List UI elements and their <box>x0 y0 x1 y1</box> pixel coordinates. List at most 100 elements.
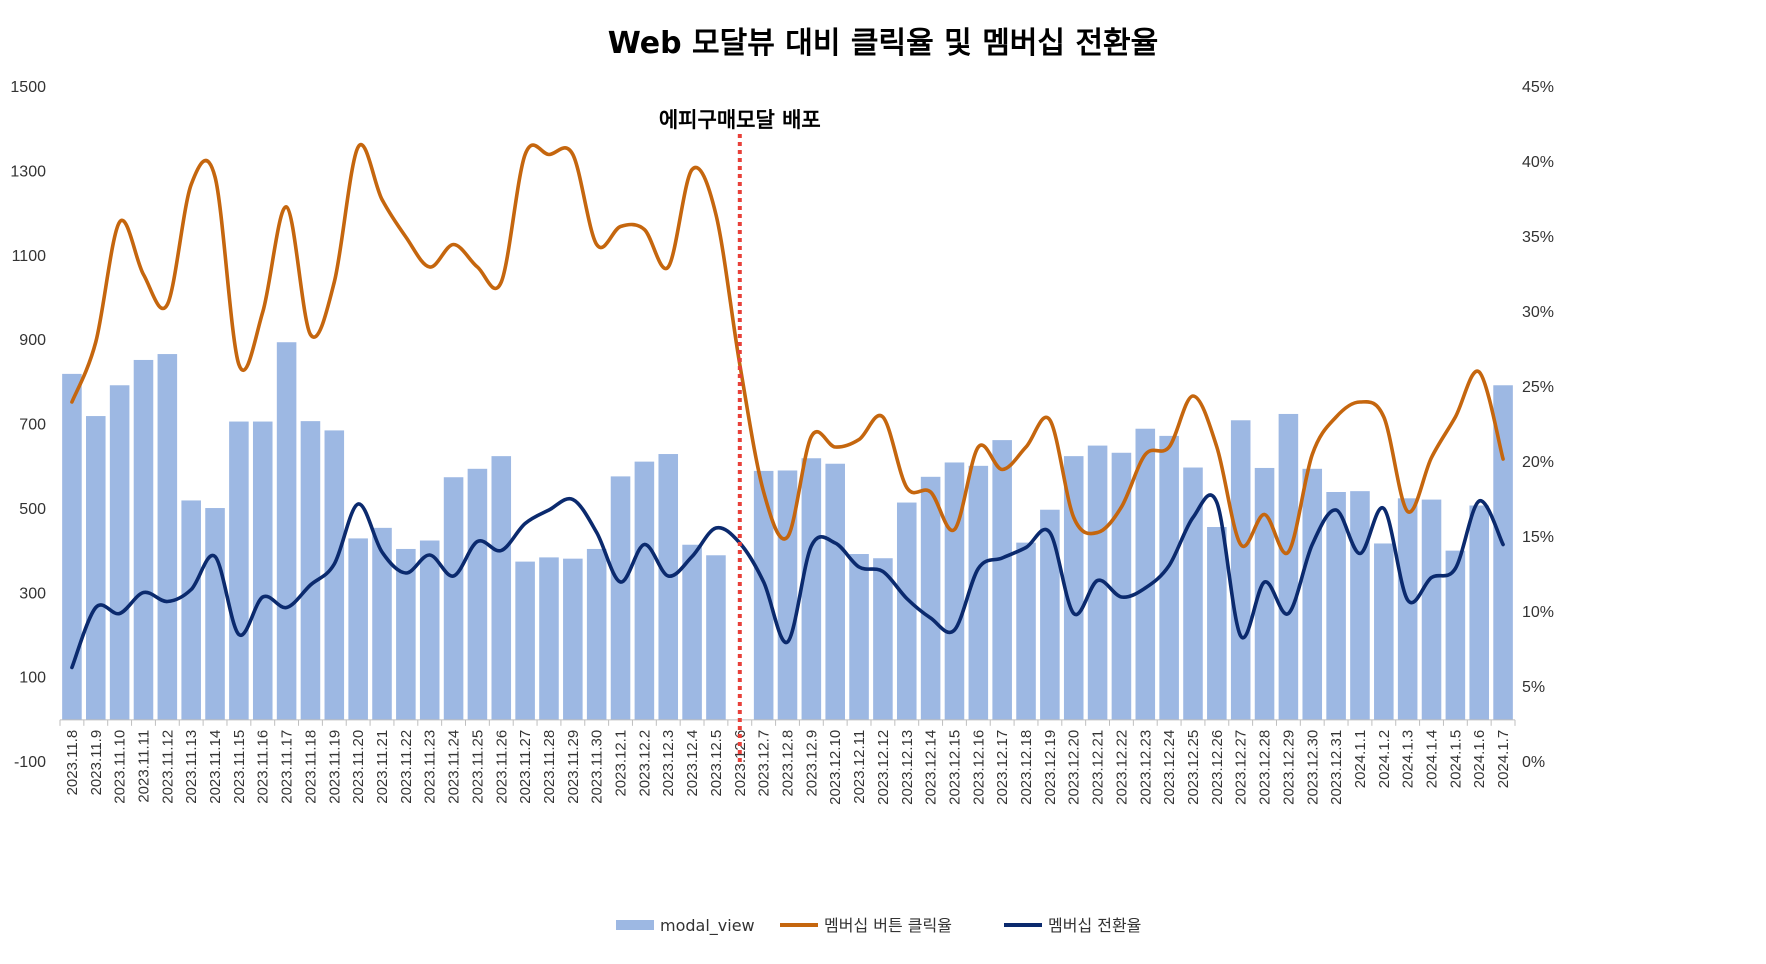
bar <box>229 421 249 720</box>
x-tick-label: 2024.1.7 <box>1495 730 1512 788</box>
bar <box>491 456 512 720</box>
y-left-tick-label: 1500 <box>10 79 46 96</box>
y-left-tick-label: 500 <box>19 501 46 518</box>
y-right-tick-label: 30% <box>1522 304 1554 321</box>
bar <box>1087 445 1108 720</box>
click-rate-line <box>70 142 1505 556</box>
y-right-tick-label: 0% <box>1522 754 1545 771</box>
y-left-tick-label: 900 <box>19 332 46 349</box>
x-tick-label: 2023.12.10 <box>827 730 844 805</box>
bar <box>1278 413 1299 720</box>
bar <box>1254 467 1275 720</box>
bar <box>586 548 607 720</box>
bar <box>1469 505 1489 720</box>
x-tick-label: 2023.11.27 <box>517 730 534 804</box>
bar <box>276 342 297 720</box>
axes-layer: -100 100 300 500 700 900 1100 1300 1500 0% 5% 10% 15… <box>10 79 1554 805</box>
x-tick-label: 2023.11.8 <box>64 730 81 796</box>
y-right-tick-label: 40% <box>1522 154 1554 171</box>
y-right-tick-label: 15% <box>1522 529 1554 546</box>
x-tick-label: 2023.11.21 <box>374 730 391 804</box>
x-tick-label: 2023.12.22 <box>1113 730 1130 805</box>
x-tick-label: 2023.11.30 <box>589 730 606 804</box>
legend-label-modal-view: modal_view <box>660 916 755 936</box>
bar <box>1230 420 1251 720</box>
x-tick-label: 2023.11.22 <box>398 730 415 804</box>
x-tick-label: 2023.11.12 <box>159 730 176 804</box>
bar <box>610 476 631 720</box>
x-tick-label: 2023.11.13 <box>183 730 200 804</box>
x-tick-label: 2023.11.14 <box>207 730 224 804</box>
bar <box>682 544 702 720</box>
bar <box>1207 527 1227 720</box>
bar <box>252 421 273 720</box>
x-tick-label: 2023.12.15 <box>947 730 964 805</box>
x-tick-label: 2023.12.30 <box>1304 730 1321 805</box>
x-tick-label: 2023.11.25 <box>469 730 486 804</box>
x-tick-label: 2023.12.5 <box>708 730 725 797</box>
bar <box>62 373 82 720</box>
bar <box>419 540 440 720</box>
bar <box>1016 542 1036 720</box>
bar <box>1159 435 1179 720</box>
x-tick-label: 2023.11.26 <box>493 730 510 804</box>
x-tick-label: 2023.12.24 <box>1161 730 1178 805</box>
legend-label-conversion-rate: 멤버십 전환율 <box>1048 916 1141 935</box>
y-right-tick-label: 5% <box>1522 679 1545 696</box>
x-tick-label: 2024.1.2 <box>1376 730 1393 788</box>
bar <box>443 477 464 720</box>
x-tick-label: 2023.12.11 <box>851 730 868 804</box>
bar <box>86 416 106 720</box>
y-left-tick-label: 700 <box>19 417 46 434</box>
y-left-tick-label: -100 <box>14 754 46 771</box>
x-tick-label: 2023.12.26 <box>1209 730 1226 805</box>
bar <box>109 385 130 720</box>
x-tick-label: 2023.11.11 <box>136 730 153 803</box>
bars-layer <box>62 342 1513 720</box>
x-tick-label: 2023.12.9 <box>803 730 820 797</box>
bar <box>324 430 345 720</box>
bar <box>1111 452 1132 720</box>
x-tick-label: 2023.11.28 <box>541 730 558 804</box>
bar <box>706 555 726 720</box>
x-tick-label: 2023.11.9 <box>88 730 105 796</box>
bar <box>944 462 965 720</box>
bar <box>205 508 225 720</box>
x-tick-label: 2023.12.27 <box>1233 730 1250 805</box>
legend: modal_view 멤버십 버튼 클릭율 멤버십 전환율 <box>616 916 1141 936</box>
x-tick-label: 2023.12.18 <box>1018 730 1035 805</box>
bar <box>1421 499 1442 720</box>
bar <box>920 476 941 720</box>
bar <box>1374 543 1394 720</box>
x-tick-label: 2023.12.6 <box>732 730 749 797</box>
bar <box>753 470 774 720</box>
bar <box>300 421 321 720</box>
bar <box>896 502 917 720</box>
x-tick-label: 2023.12.25 <box>1185 730 1202 805</box>
y-right-tick-label: 25% <box>1522 379 1554 396</box>
bar <box>372 527 392 720</box>
bar <box>1445 550 1466 720</box>
x-tick-label: 2024.1.6 <box>1471 730 1488 788</box>
x-tick-label: 2023.12.23 <box>1137 730 1154 805</box>
y-right-tick-label: 45% <box>1522 79 1554 96</box>
y-right-tick-label: 10% <box>1522 604 1554 621</box>
chart-title: Web 모달뷰 대비 클릭율 및 멤버십 전환율 <box>608 26 1159 61</box>
x-tick-label: 2024.1.5 <box>1447 730 1464 788</box>
bar <box>1135 428 1156 720</box>
bar <box>1183 467 1203 720</box>
bar <box>539 557 559 720</box>
x-tick-label: 2024.1.4 <box>1424 730 1441 788</box>
bar <box>133 359 154 720</box>
bar <box>1040 509 1060 720</box>
bar <box>634 461 655 720</box>
x-tick-label: 2023.12.4 <box>684 730 701 797</box>
x-tick-label: 2023.12.2 <box>636 730 653 797</box>
y-left-tick-label: 1300 <box>10 163 46 180</box>
x-tick-label: 2024.1.1 <box>1352 730 1369 788</box>
bar <box>563 558 583 720</box>
x-tick-label: 2023.12.3 <box>660 730 677 797</box>
x-tick-label: 2023.11.24 <box>446 730 463 804</box>
bar <box>348 538 368 720</box>
bar <box>849 554 869 720</box>
